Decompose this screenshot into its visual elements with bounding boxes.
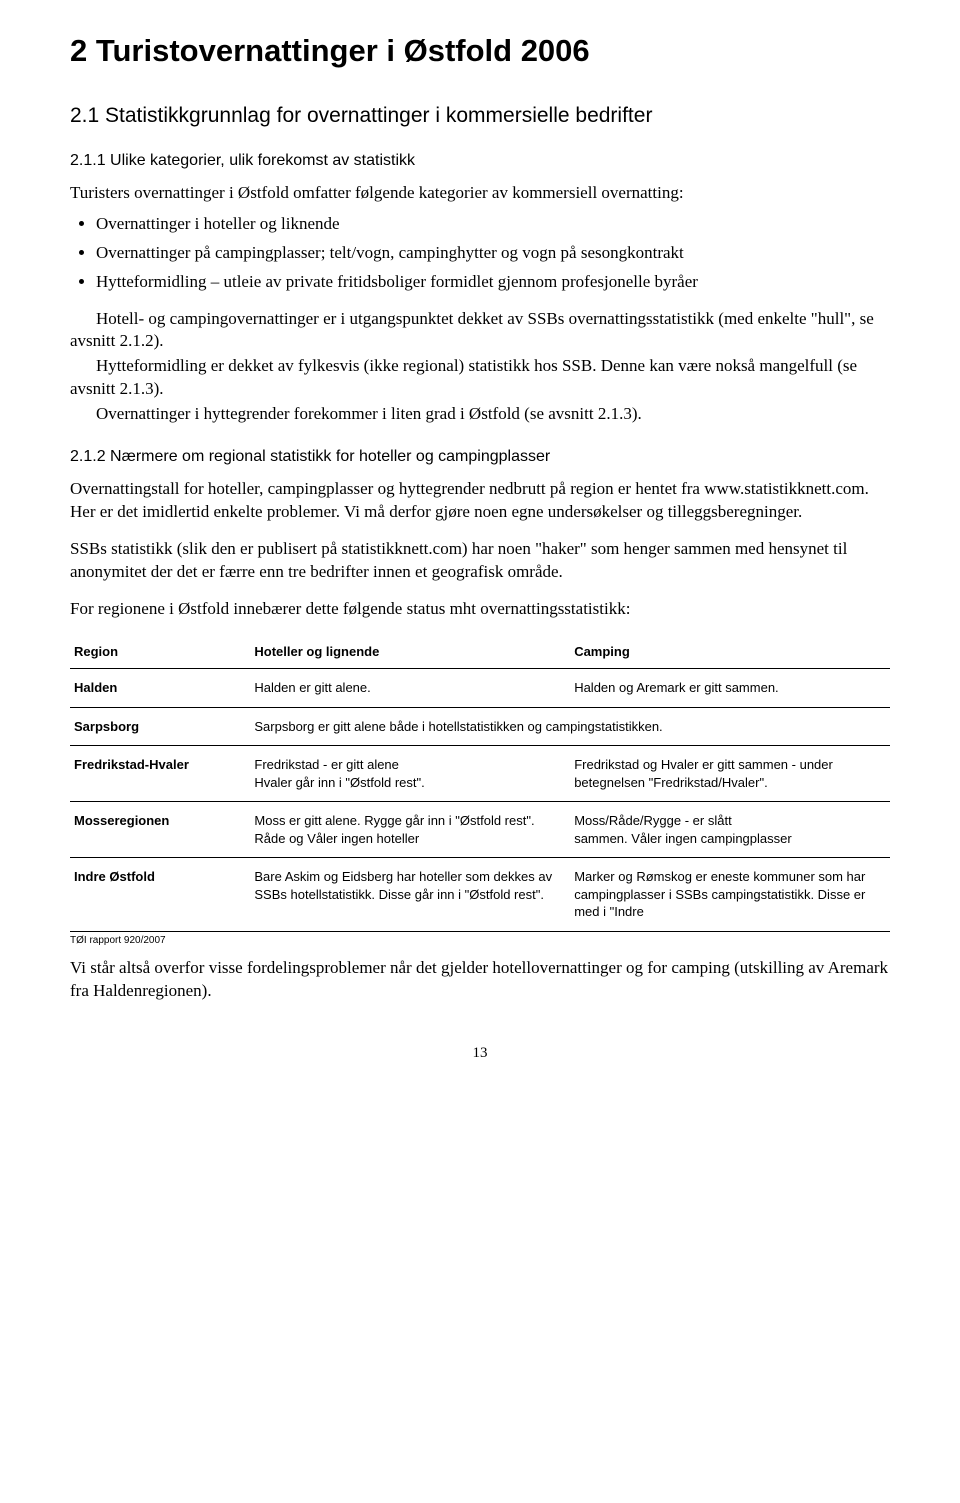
table-cell-region: Fredrikstad-Hvaler	[70, 746, 250, 802]
list-item: Hytteformidling – utleie av private frit…	[96, 271, 890, 294]
table-cell-hotels: Bare Askim og Eidsberg har hoteller som …	[250, 858, 570, 932]
body-paragraph: Overnattinger i hyttegrender forekommer …	[70, 403, 890, 426]
body-paragraph: Hotell- og campingovernattinger er i utg…	[70, 308, 890, 354]
table-row: MosseregionenMoss er gitt alene. Rygge g…	[70, 802, 890, 858]
table-cell-camping: Moss/Råde/Rygge - er slått sammen. Våler…	[570, 802, 890, 858]
table-header-camping: Camping	[570, 635, 890, 669]
table-row: Fredrikstad-HvalerFredrikstad - er gitt …	[70, 746, 890, 802]
subsection-2-title: 2.1.2 Nærmere om regional statistikk for…	[70, 446, 890, 468]
table-cell-region: Indre Østfold	[70, 858, 250, 932]
list-item: Overnattinger i hoteller og liknende	[96, 213, 890, 236]
table-header-hotels: Hoteller og lignende	[250, 635, 570, 669]
table-cell-camping: Halden og Aremark er gitt sammen.	[570, 669, 890, 708]
table-cell-region: Mosseregionen	[70, 802, 250, 858]
table-cell-camping: Fredrikstad og Hvaler er gitt sammen - u…	[570, 746, 890, 802]
table-source-note: TØI rapport 920/2007	[70, 934, 890, 948]
region-table: Region Hoteller og lignende Camping Hald…	[70, 635, 890, 932]
page-number: 13	[70, 1043, 890, 1063]
body-paragraph: Hytteformidling er dekket av fylkesvis (…	[70, 355, 890, 401]
table-cell-hotels: Fredrikstad - er gitt alene Hvaler går i…	[250, 746, 570, 802]
table-cell-hotels: Moss er gitt alene. Rygge går inn i "Øst…	[250, 802, 570, 858]
table-cell-region: Sarpsborg	[70, 707, 250, 746]
intro-paragraph: Turisters overnattinger i Østfold omfatt…	[70, 182, 890, 205]
table-row: HaldenHalden er gitt alene.Halden og Are…	[70, 669, 890, 708]
table-cell-hotels: Sarpsborg er gitt alene både i hotellsta…	[250, 707, 890, 746]
table-row: SarpsborgSarpsborg er gitt alene både i …	[70, 707, 890, 746]
table-cell-camping: Marker og Rømskog er eneste kommuner som…	[570, 858, 890, 932]
section-title: 2.1 Statistikkgrunnlag for overnattinger…	[70, 102, 890, 130]
list-item: Overnattinger på campingplasser; telt/vo…	[96, 242, 890, 265]
table-row: Indre ØstfoldBare Askim og Eidsberg har …	[70, 858, 890, 932]
chapter-title: 2 Turistovernattinger i Østfold 2006	[70, 30, 890, 72]
table-cell-hotels: Halden er gitt alene.	[250, 669, 570, 708]
body-paragraph: For regionene i Østfold innebærer dette …	[70, 598, 890, 621]
body-paragraph: SSBs statistikk (slik den er publisert p…	[70, 538, 890, 584]
body-paragraph: Vi står altså overfor visse fordelingspr…	[70, 957, 890, 1003]
subsection-1-title: 2.1.1 Ulike kategorier, ulik forekomst a…	[70, 150, 890, 172]
bullet-list: Overnattinger i hoteller og liknende Ove…	[70, 213, 890, 294]
body-paragraph: Overnattingstall for hoteller, campingpl…	[70, 478, 890, 524]
table-header-region: Region	[70, 635, 250, 669]
table-cell-region: Halden	[70, 669, 250, 708]
